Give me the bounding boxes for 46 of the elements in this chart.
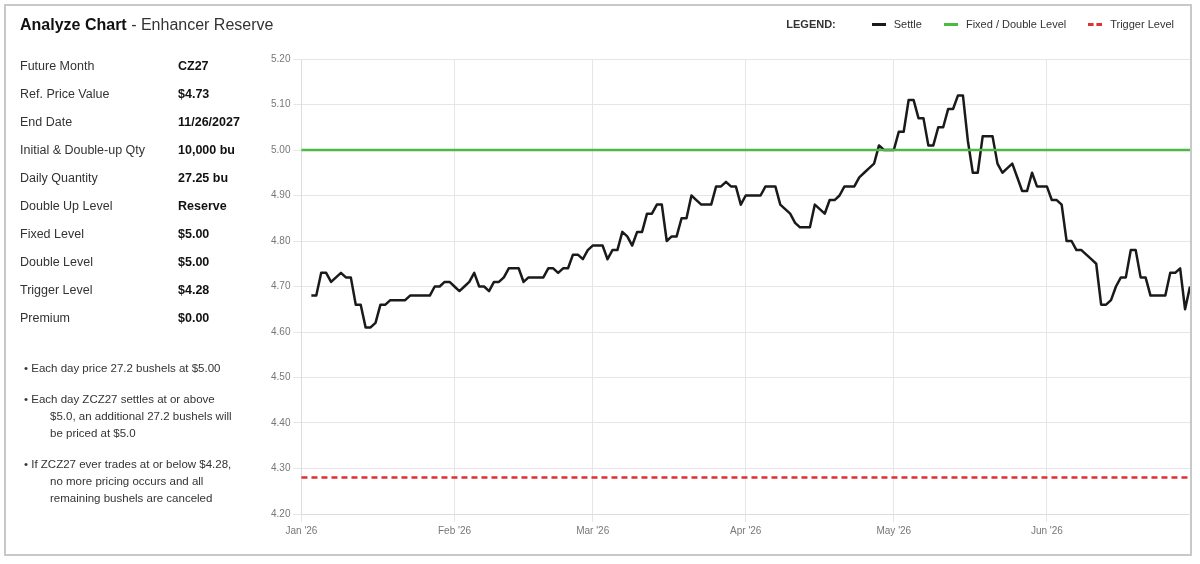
text: Trigger Level	[20, 283, 94, 297]
text: $5.00	[178, 255, 210, 269]
text: 27.25 bu	[178, 171, 229, 185]
legend-title: LEGEND:	[786, 18, 836, 30]
text: • If ZCZ27 ever trades at or below $4.28, no more pricing occurs and all remaining bushels are canceled	[24, 457, 233, 506]
text: Ref. Price Value	[20, 87, 111, 101]
text: Double Up Level	[20, 199, 114, 213]
text: 11/26/2027	[178, 115, 240, 129]
x-tick-label: May '26	[876, 524, 912, 536]
text: Double Level	[20, 255, 94, 269]
y-tick-label: 5.20	[270, 52, 291, 64]
text: Analyze Chart	[20, 16, 127, 33]
text: • Each day price 27.2 bushels at $5.00	[24, 361, 222, 376]
text: Premium	[20, 311, 71, 325]
legend-label: Settle	[893, 18, 922, 30]
legend-label: Fixed / Double Level	[965, 18, 1067, 30]
text: - Enhancer Reserve	[130, 16, 274, 33]
x-tick-label: Mar '26	[576, 524, 610, 536]
text: • Each day ZCZ27 settles at or above $5.0, an additional 27.2 bushels will be priced at $5.0	[24, 392, 233, 441]
text: 10,000 bu	[178, 143, 235, 157]
y-tick-label: 5.00	[270, 143, 291, 155]
text: CZ27	[178, 59, 209, 73]
x-tick-label: Feb '26	[437, 524, 472, 536]
y-tick-label: 4.70	[270, 280, 291, 292]
text: Reserve	[178, 199, 227, 213]
text: $5.00	[178, 227, 210, 241]
y-tick-label: 4.30	[270, 462, 291, 474]
text: Daily Quantity	[20, 171, 99, 185]
y-tick-label: 4.50	[270, 371, 291, 383]
y-tick-label: 5.10	[270, 98, 291, 110]
text: Fixed Level	[20, 227, 85, 241]
y-tick-label: 4.40	[270, 416, 291, 428]
text: $4.28	[178, 283, 210, 297]
text: Initial & Double-up Qty	[20, 143, 147, 157]
legend-label: Trigger Level	[1110, 18, 1174, 30]
text: Future Month	[20, 59, 96, 73]
y-tick-label: 4.60	[270, 325, 291, 337]
y-tick-label: 4.20	[270, 507, 291, 519]
text: End Date	[20, 115, 74, 129]
text: $0.00	[178, 311, 210, 325]
y-tick-label: 4.80	[270, 234, 291, 246]
x-tick-label: Jun '26	[1030, 524, 1064, 536]
y-tick-label: 4.90	[270, 189, 291, 201]
x-tick-label: Jan '26	[285, 524, 318, 536]
text: $4.73	[178, 87, 210, 101]
x-tick-label: Apr '26	[730, 524, 762, 536]
